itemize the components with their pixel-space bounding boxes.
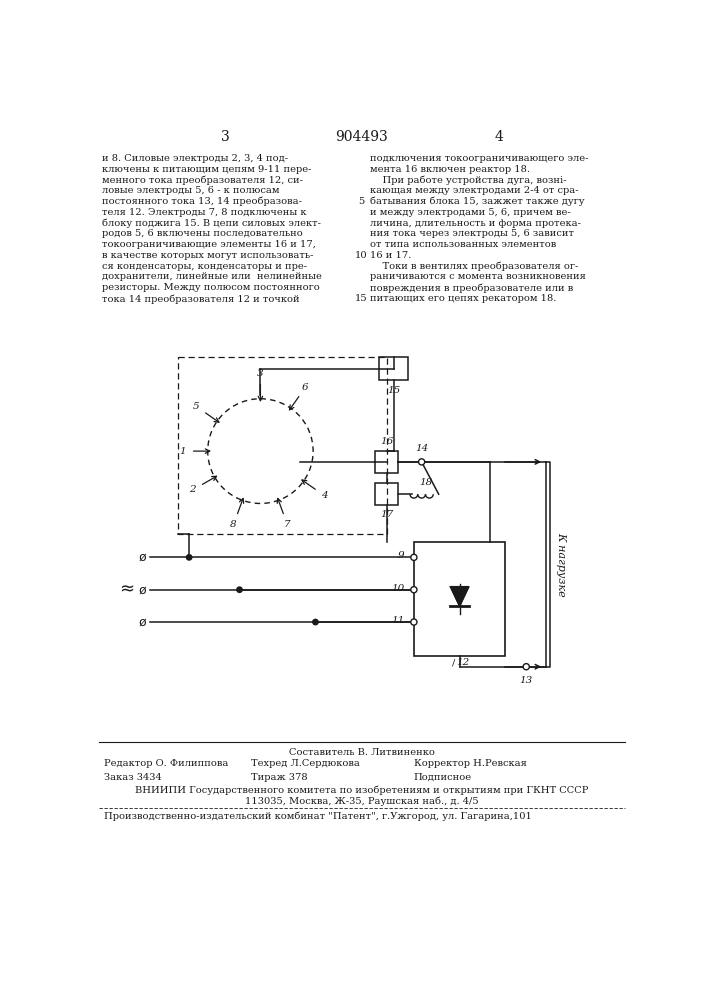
Text: 3: 3 [221,130,230,144]
Text: 113035, Москва, Ж-35, Раушская наб., д. 4/5: 113035, Москва, Ж-35, Раушская наб., д. … [245,796,479,806]
Text: 4: 4 [495,130,503,144]
Text: Тираж 378: Тираж 378 [251,773,308,782]
Circle shape [411,587,417,593]
Text: родов 5, 6 включены последовательно: родов 5, 6 включены последовательно [103,229,303,238]
Text: 3: 3 [257,369,264,378]
Text: 12: 12 [456,658,469,667]
Text: 8: 8 [230,520,237,529]
Text: Составитель В. Литвиненко: Составитель В. Литвиненко [289,748,435,757]
Text: 16: 16 [380,437,393,446]
Text: повреждения в преобразователе или в: повреждения в преобразователе или в [370,283,573,293]
Text: 7: 7 [284,520,291,529]
Text: К нагрузке: К нагрузке [556,532,566,597]
Text: 5: 5 [193,402,199,411]
Text: постоянного тока 13, 14 преобразова-: постоянного тока 13, 14 преобразова- [103,197,303,207]
Text: 4: 4 [321,491,328,500]
Bar [375,451,398,473]
Text: Подписное: Подписное [414,773,472,782]
Text: кающая между электродами 2-4 от сра-: кающая между электродами 2-4 от сра- [370,186,579,195]
Circle shape [419,459,425,465]
Text: раничиваются с момента возникновения: раничиваются с момента возникновения [370,272,586,281]
Text: 2: 2 [189,485,196,494]
Text: ся конденсаторы, конденсаторы и пре-: ся конденсаторы, конденсаторы и пре- [103,262,308,271]
Text: 18: 18 [419,478,432,487]
Text: ø: ø [139,616,146,629]
Text: 13: 13 [520,676,533,685]
Text: 16 и 17.: 16 и 17. [370,251,412,260]
Circle shape [187,555,192,560]
Text: ø: ø [139,583,146,596]
Text: Заказ 3434: Заказ 3434 [104,773,162,782]
Circle shape [523,664,530,670]
Circle shape [237,587,243,592]
Text: ловые электроды 5, 6 - к полюсам: ловые электроды 5, 6 - к полюсам [103,186,280,195]
Text: мента 16 включен реактор 18.: мента 16 включен реактор 18. [370,165,530,174]
Bar [414,542,506,656]
Text: 14: 14 [415,444,428,453]
Text: батывания блока 15, зажжет также дугу: батывания блока 15, зажжет также дугу [370,197,585,207]
Text: от типа использованных элементов: от типа использованных элементов [370,240,556,249]
Text: Техред Л.Сердюкова: Техред Л.Сердюкова [251,759,360,768]
Text: теля 12. Электроды 7, 8 подключены к: теля 12. Электроды 7, 8 подключены к [103,208,307,217]
Text: 6: 6 [302,383,309,392]
Bar [375,483,398,505]
Bar [379,357,409,380]
Text: и между электродами 5, 6, причем ве-: и между электродами 5, 6, причем ве- [370,208,571,217]
Text: дохранители, линейные или  нелинейные: дохранители, линейные или нелинейные [103,272,322,281]
Text: 15: 15 [387,386,400,395]
Text: 11: 11 [392,616,404,625]
Text: и 8. Силовые электроды 2, 3, 4 под-: и 8. Силовые электроды 2, 3, 4 под- [103,154,288,163]
Text: 5: 5 [358,197,364,206]
Text: ключены к питающим цепям 9-11 пере-: ключены к питающим цепям 9-11 пере- [103,165,312,174]
Text: Редактор О. Филиппова: Редактор О. Филиппова [104,759,228,768]
Text: личина, длительность и форма протека-: личина, длительность и форма протека- [370,219,581,228]
Text: резисторы. Между полюсом постоянного: резисторы. Между полюсом постоянного [103,283,320,292]
Text: менного тока преобразователя 12, си-: менного тока преобразователя 12, си- [103,175,303,185]
Text: 904493: 904493 [336,130,388,144]
Text: тока 14 преобразователя 12 и точкой: тока 14 преобразователя 12 и точкой [103,294,300,304]
Text: 9: 9 [398,551,404,560]
Text: При работе устройства дуга, вознi-: При работе устройства дуга, вознi- [370,175,567,185]
Text: ния тока через электроды 5, 6 зависит: ния тока через электроды 5, 6 зависит [370,229,575,238]
Text: Производственно-издательский комбинат "Патент", г.Ужгород, ул. Гагарина,101: Производственно-издательский комбинат "П… [104,811,532,821]
Text: Токи в вентилях преобразователя ог-: Токи в вентилях преобразователя ог- [370,262,579,271]
Text: ≈: ≈ [119,581,135,599]
Text: 1: 1 [179,447,185,456]
Text: 17: 17 [380,510,393,519]
Text: блоку поджига 15. В цепи силовых элект-: блоку поджига 15. В цепи силовых элект- [103,219,321,228]
Text: /: / [452,658,455,667]
Circle shape [312,619,318,625]
Text: токоограничивающие элементы 16 и 17,: токоограничивающие элементы 16 и 17, [103,240,316,249]
Text: в качестве которых могут использовать-: в качестве которых могут использовать- [103,251,314,260]
Text: Корректор Н.Ревская: Корректор Н.Ревская [414,759,527,768]
Text: 10: 10 [392,584,404,593]
Text: ВНИИПИ Государственного комитета по изобретениям и открытиям при ГКНТ СССР: ВНИИПИ Государственного комитета по изоб… [135,785,589,795]
Polygon shape [450,587,469,606]
Text: 15: 15 [355,294,368,303]
Text: питающих его цепях рекатором 18.: питающих его цепях рекатором 18. [370,294,557,303]
Text: подключения токоограничивающего эле-: подключения токоограничивающего эле- [370,154,589,163]
Text: ø: ø [139,551,146,564]
Circle shape [411,554,417,560]
Text: 10: 10 [355,251,368,260]
Bar [177,357,387,534]
Circle shape [411,619,417,625]
